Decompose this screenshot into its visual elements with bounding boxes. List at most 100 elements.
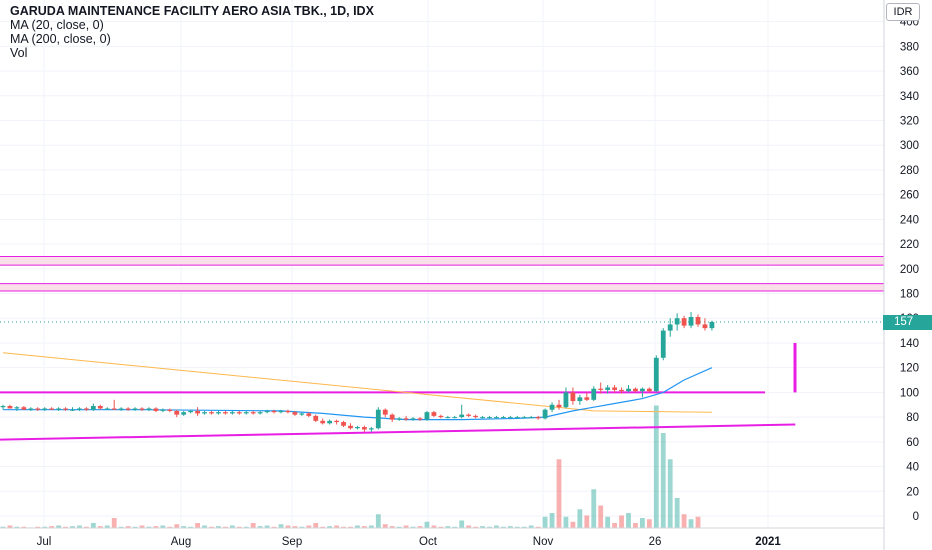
candle-body [612, 387, 617, 390]
ma200-label[interactable]: MA (200, close, 0) [10, 32, 111, 46]
volume-bar [382, 524, 388, 528]
candle-body [535, 417, 541, 419]
price-tick-label: 120 [900, 363, 919, 375]
volume-bar [466, 525, 472, 528]
volume-bar [223, 526, 228, 528]
candle-body [104, 408, 110, 410]
candle-body [480, 417, 485, 419]
volume-bar [271, 526, 277, 528]
candle-body [313, 415, 319, 421]
volume-bar [118, 526, 124, 528]
candle-body [674, 318, 680, 325]
candle-body [633, 388, 638, 392]
volume-bar [153, 526, 159, 528]
candle-body [549, 404, 555, 410]
volume-bar [132, 526, 138, 528]
symbol-title[interactable]: GARUDA MAINTENANCE FACILITY AERO ASIA TB… [10, 4, 374, 18]
candle-body [271, 410, 277, 413]
volume-bar [424, 521, 430, 528]
candle-body [243, 412, 249, 414]
vol-label[interactable]: Vol [10, 46, 28, 60]
resistance-zone [0, 256, 884, 266]
candle-body [139, 408, 145, 410]
time-tick-label: 2021 [755, 536, 781, 548]
volume-bar [236, 526, 242, 528]
candle-body [299, 413, 305, 415]
price-tick-label: 40 [906, 462, 919, 474]
price-tick-label: 340 [900, 91, 919, 103]
candle-body [417, 418, 423, 420]
volume-bar [514, 526, 520, 528]
volume-bar [320, 526, 326, 528]
price-tick-label: 60 [906, 437, 919, 449]
volume-bar [396, 526, 402, 528]
volume-bar [626, 513, 631, 528]
candle-body [97, 405, 103, 409]
candle-body [695, 317, 701, 325]
volume-bar [14, 526, 20, 528]
price-tick-label: 0 [913, 511, 919, 523]
price-tick-label: 140 [900, 338, 919, 350]
volume-bar [334, 525, 339, 528]
candle-body [181, 412, 187, 415]
candle-body [681, 318, 687, 326]
price-tick-label: 240 [900, 214, 919, 226]
candle-body [591, 388, 597, 400]
volume-bar [160, 525, 166, 528]
candle-body [285, 410, 291, 413]
candle-body [229, 412, 235, 414]
volume-bar [77, 525, 82, 528]
candle-body [292, 412, 298, 415]
candle-body [167, 409, 173, 411]
volume-bar [348, 526, 353, 528]
volume-bar [0, 526, 6, 528]
time-tick-label: Oct [419, 536, 438, 548]
volume-bar [285, 525, 291, 528]
candle-body [125, 408, 131, 410]
candle-body [452, 417, 458, 419]
volume-bar [257, 526, 263, 528]
volume-bar [667, 459, 673, 528]
volume-bar [563, 516, 569, 528]
candle-body [42, 408, 48, 410]
volume-bar [598, 505, 604, 528]
volume-bar [243, 526, 249, 528]
volume-bar [487, 526, 492, 528]
price-tick-label: 180 [900, 289, 919, 301]
candle-body [0, 405, 6, 408]
price-tick-label: 300 [900, 140, 919, 152]
volume-bar [535, 526, 541, 528]
time-tick-label: 26 [649, 536, 662, 548]
candle-body [160, 409, 166, 411]
resistance-zones [0, 255, 884, 292]
candle-body [77, 408, 82, 410]
candle-body [577, 397, 583, 402]
volume-bar [549, 513, 555, 528]
price-tick-label: 80 [906, 412, 919, 424]
candle-body [35, 408, 41, 410]
volume-bar [494, 525, 499, 528]
price-tick-label: 320 [900, 115, 919, 127]
volume-bar [327, 526, 333, 528]
candle-body [188, 410, 194, 413]
volume-bar [216, 526, 221, 528]
currency-badge[interactable]: IDR [886, 3, 920, 21]
indicator-lines [0, 321, 884, 441]
volume-bar [70, 526, 75, 528]
candle-body [56, 408, 61, 410]
resistance-zone [0, 283, 884, 292]
candle-body [362, 427, 367, 430]
candle-body [306, 413, 312, 416]
volume-bar [612, 523, 617, 528]
volume-bar [56, 525, 61, 528]
ma20-label[interactable]: MA (20, close, 0) [10, 18, 104, 32]
candle-body [63, 408, 68, 410]
candlesticks [0, 312, 715, 432]
volume-bar [299, 526, 305, 528]
volume-bar [97, 526, 103, 528]
chart-legend: GARUDA MAINTENANCE FACILITY AERO ASIA TB… [10, 4, 374, 60]
candle-body [396, 418, 402, 420]
volume-bar [556, 459, 562, 528]
candle-body [653, 357, 659, 392]
